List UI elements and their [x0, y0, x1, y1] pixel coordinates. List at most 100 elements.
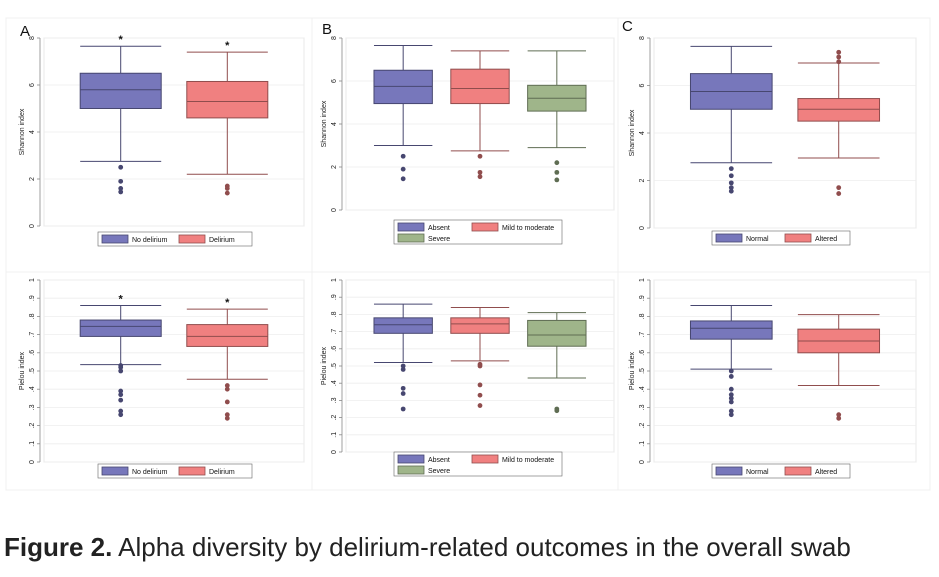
box-iqr — [450, 317, 510, 334]
outlier-point — [224, 386, 230, 392]
y-tick-label: .1 — [331, 432, 338, 438]
y-tick-label: 6 — [639, 83, 646, 87]
y-tick-label: .1 — [29, 441, 36, 447]
panel-letter: C — [622, 18, 633, 35]
outlier-point — [118, 397, 124, 403]
outlier-point — [728, 392, 734, 398]
y-tick-label: .5 — [639, 368, 646, 374]
outlier-point — [118, 186, 124, 191]
legend-label: No delirium — [132, 237, 168, 244]
y-tick-label: 0 — [29, 460, 36, 464]
legend-swatch — [715, 233, 743, 243]
y-tick-label: .4 — [331, 380, 338, 386]
significance-marker: * — [119, 34, 124, 46]
panel-1: A 0 2 4 6 8 Shannon index * * No delirium Delirium — [5, 17, 319, 275]
legend-swatch — [101, 466, 129, 476]
outlier-point — [728, 395, 734, 401]
box-iqr — [186, 324, 269, 347]
y-tick-label: 0 — [331, 208, 338, 212]
y-tick-label: 6 — [331, 79, 338, 83]
outlier-point — [118, 189, 124, 195]
outlier-point — [728, 374, 734, 379]
y-tick-label: .1 — [639, 441, 646, 447]
outlier-point — [477, 403, 483, 408]
outlier-point — [728, 188, 734, 194]
panel-2: B 0 2 4 6 8 Shannon index Absent Mild to moderat… — [311, 17, 625, 275]
outlier-point — [118, 392, 124, 398]
outlier-point — [836, 49, 842, 55]
outlier-point — [477, 392, 483, 398]
outlier-point — [554, 408, 560, 414]
outlier-point — [728, 399, 734, 405]
panel-6: 0 .1 .2 .3 .4 .5 .6 .7 .8 .9 1 Pielou index Normal Al… — [617, 271, 931, 491]
outlier-point — [400, 367, 406, 372]
outlier-point — [728, 386, 734, 392]
y-tick-label: .7 — [331, 329, 338, 335]
y-tick-label: .8 — [331, 311, 338, 317]
outlier-point — [224, 383, 230, 388]
y-tick-label: 8 — [331, 36, 338, 40]
outlier-point — [836, 185, 842, 191]
panel-letter: A — [20, 23, 30, 40]
y-tick-label: .6 — [29, 350, 36, 356]
outlier-point — [728, 185, 734, 191]
outlier-point — [836, 415, 842, 421]
y-tick-label: .2 — [639, 423, 646, 429]
y-tick-label: 0 — [639, 460, 646, 464]
outlier-point — [224, 412, 230, 418]
box-iqr — [450, 68, 510, 105]
legend-label: Absent — [428, 225, 450, 232]
legend-label: Absent — [428, 457, 450, 464]
panel-background — [5, 17, 319, 275]
outlier-point — [118, 408, 124, 414]
figure-canvas: A 0 2 4 6 8 Shannon index * * No delirium Delirium… — [5, 17, 931, 491]
y-tick-label: .7 — [29, 332, 36, 338]
figure-caption: Figure 2. Alpha diversity by delirium-re… — [4, 532, 851, 563]
y-tick-label: .6 — [331, 346, 338, 352]
legend-swatch — [397, 233, 425, 243]
outlier-point — [836, 191, 842, 196]
outlier-point — [728, 412, 734, 418]
outlier-point — [836, 59, 842, 65]
outlier-point — [554, 177, 560, 183]
significance-marker: * — [225, 40, 230, 52]
outlier-point — [400, 166, 406, 172]
outlier-point — [477, 153, 483, 159]
y-tick-label: .2 — [29, 423, 36, 429]
legend-swatch — [397, 222, 425, 232]
panel-5: 0 .1 .2 .3 .4 .5 .6 .7 .8 .9 1 Pielou index Absent Mi… — [311, 271, 625, 491]
y-tick-label: 4 — [639, 131, 646, 135]
legend-swatch — [101, 234, 129, 244]
legend-label: Delirium — [209, 237, 235, 244]
legend-box — [97, 463, 253, 479]
y-tick-label: .3 — [639, 404, 646, 410]
y-tick-label: .9 — [331, 294, 338, 300]
legend-box — [711, 230, 851, 246]
y-axis-label: Shannon index — [19, 108, 26, 155]
y-tick-label: .5 — [29, 368, 36, 374]
outlier-point — [728, 368, 734, 374]
outlier-point — [118, 368, 124, 374]
box-iqr — [797, 98, 881, 122]
outlier-point — [118, 412, 124, 418]
y-tick-label: 2 — [331, 165, 338, 169]
significance-marker: * — [225, 297, 230, 309]
y-tick-label: 2 — [639, 178, 646, 182]
y-tick-label: .9 — [29, 295, 36, 301]
panel-letter: B — [322, 21, 332, 38]
legend-label: Delirium — [209, 469, 235, 476]
box-iqr — [373, 69, 433, 105]
legend-swatch — [471, 222, 499, 232]
legend-box — [711, 463, 851, 479]
legend-label: Normal — [746, 469, 769, 476]
outlier-point — [400, 153, 406, 159]
legend-swatch — [471, 454, 499, 464]
y-tick-label: .3 — [331, 397, 338, 403]
legend-swatch — [178, 234, 206, 244]
y-tick-label: 1 — [639, 278, 646, 282]
y-tick-label: .4 — [639, 386, 646, 392]
outlier-point — [400, 391, 406, 396]
outlier-point — [728, 173, 734, 179]
outlier-point — [118, 178, 124, 184]
legend-label: Altered — [815, 236, 837, 243]
